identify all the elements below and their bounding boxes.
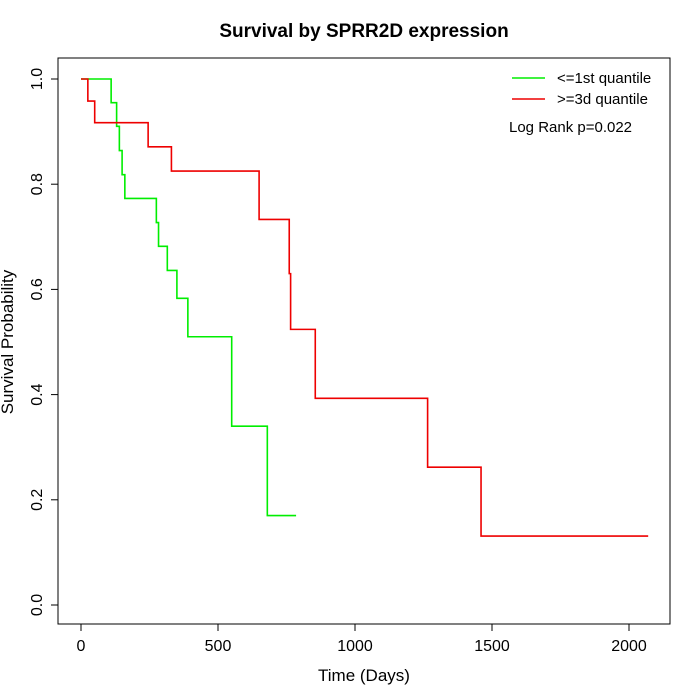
y-tick-label: 0.6	[29, 278, 46, 300]
legend-label-0: <=1st quantile	[557, 70, 651, 87]
y-tick-label: 1.0	[29, 68, 46, 90]
series-layer	[81, 78, 649, 537]
plot-frame	[57, 57, 671, 625]
chart-title: Survival by SPRR2D expression	[219, 21, 508, 42]
x-tick-label: 500	[205, 638, 232, 655]
legend: <=1st quantile >=3d quantile	[512, 70, 651, 108]
x-tick-label: 2000	[611, 638, 647, 655]
y-axis-label: Survival Probability	[0, 269, 17, 414]
y-tick-label: 0.8	[29, 173, 46, 195]
logrank-annotation: Log Rank p=0.022	[509, 119, 632, 136]
legend-label-1: >=3d quantile	[557, 91, 648, 108]
y-tick-label: 0.0	[29, 594, 46, 616]
x-tick-label: 1000	[337, 638, 373, 655]
series-line-0	[81, 78, 297, 517]
x-axis-label: Time (Days)	[318, 666, 410, 685]
x-axis: 0 500 1000 1500 2000	[77, 623, 647, 655]
x-tick-label: 1500	[474, 638, 510, 655]
series-line-1	[81, 78, 649, 537]
y-tick-label: 0.4	[29, 383, 46, 405]
y-tick-label: 0.2	[29, 489, 46, 511]
x-tick-label: 0	[77, 638, 86, 655]
y-axis: 0.0 0.2 0.4 0.6 0.8 1.0	[29, 68, 59, 616]
